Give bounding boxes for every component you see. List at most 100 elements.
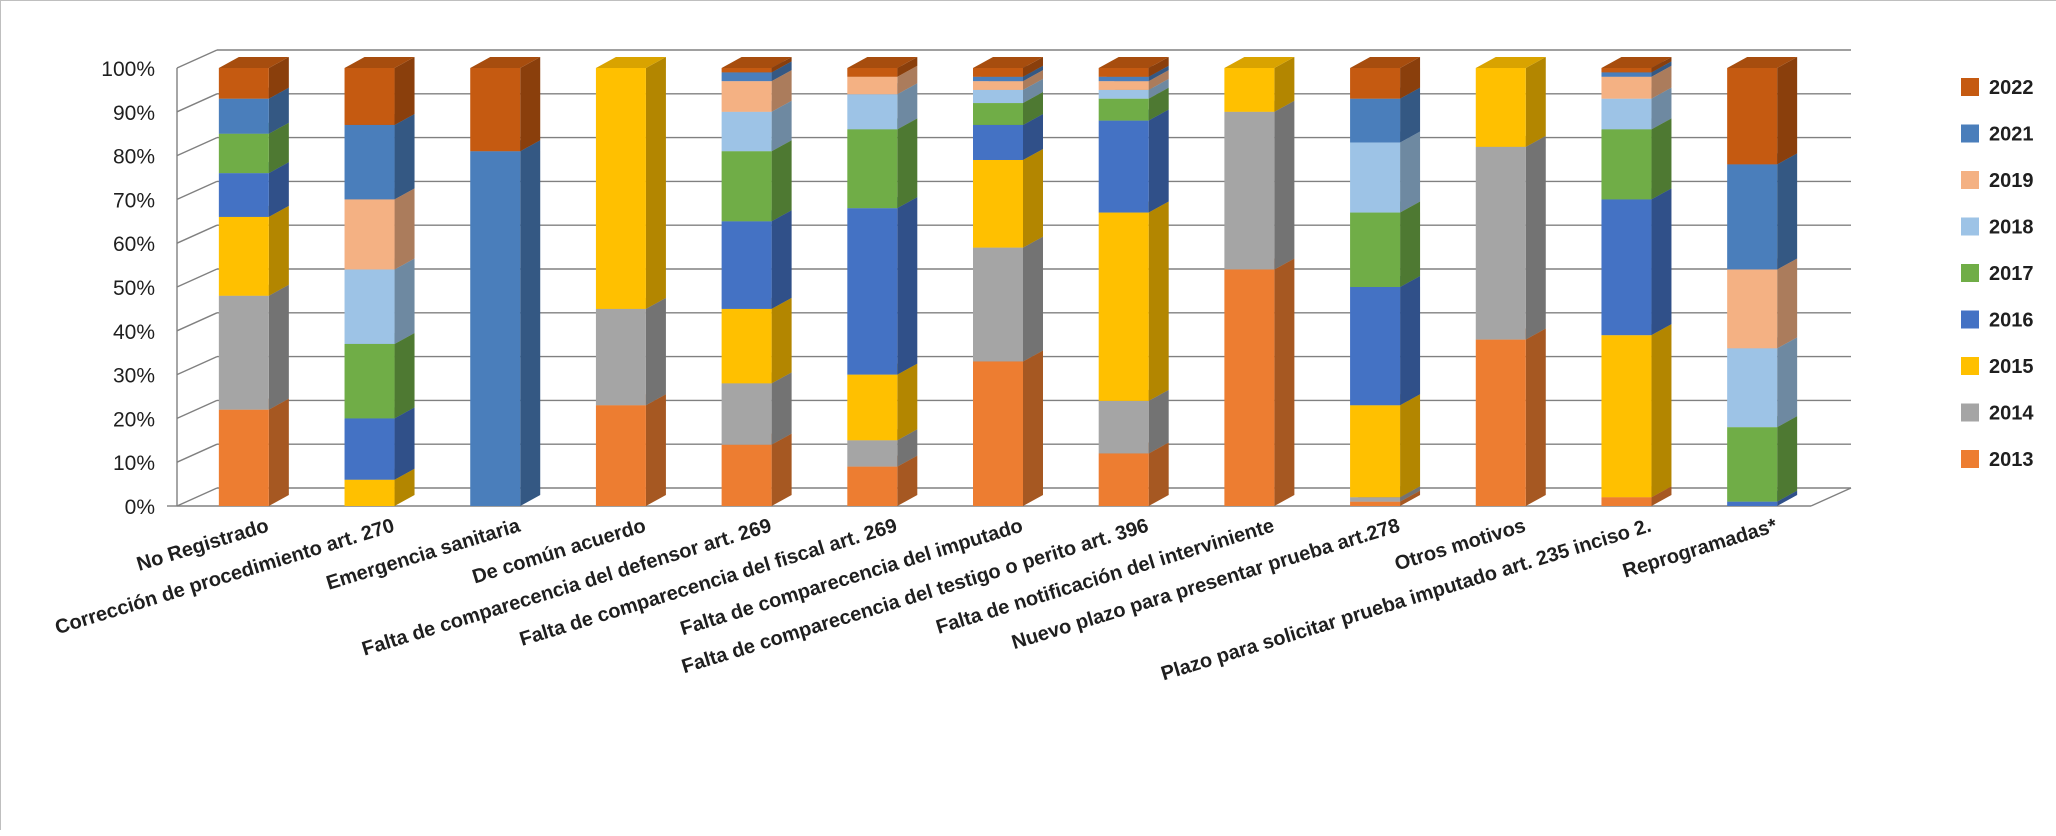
bar-front [1727,427,1778,502]
bar-side [1651,61,1672,77]
bar-front [721,111,772,152]
bar-front [1727,348,1778,428]
bar-side [268,122,289,174]
bar-side [1400,486,1421,502]
bar-front [1098,400,1149,454]
bar-front [1350,405,1401,498]
bar-segment-2022 [847,57,918,77]
bar-side [268,284,289,410]
gridline-side [176,399,218,420]
bar-side [645,394,666,506]
bar-segment-2014 [1475,135,1546,340]
bar-segment-2013 [1224,258,1295,506]
bar-front [973,76,1023,82]
bar-side [771,297,792,384]
gridline-side [176,136,218,157]
bar-side [268,162,289,217]
bar-segment-2016 [721,210,792,309]
bar-side [1651,118,1672,200]
y-tick-label: 70% [113,189,155,212]
bar-side [1651,486,1672,506]
bar-segment-2022 [344,57,415,125]
bar-front [1350,501,1401,506]
bar-top [218,57,289,68]
y-tick-label: 30% [113,365,155,388]
bar-segment-2022 [218,57,289,99]
bar-side [1651,65,1672,99]
bar-side [1148,78,1169,99]
legend-item: 2017 [1961,263,2034,285]
bar-front [344,199,395,270]
bar-segment-2017 [1601,118,1672,200]
bar-side [1274,100,1295,270]
y-tick-label: 40% [113,321,155,344]
bar-front [344,68,395,125]
bar-segment-2015 [218,205,289,296]
bar-side [1023,113,1043,160]
legend-item: 2016 [1961,310,2034,332]
bar-segment-2013 [721,433,792,506]
gridline-side [176,355,218,376]
bar-side [268,205,289,296]
bar-side [1148,57,1169,77]
bar-front [847,129,898,209]
bar-side [394,188,415,270]
bar-side [645,297,666,406]
bar-side [1148,389,1169,454]
bar-side [897,57,918,77]
bar-segment-2019 [1727,258,1798,349]
bar-front [721,151,772,222]
bar-front [1350,68,1401,99]
bar-side [268,87,289,134]
gridline-side [176,49,218,69]
bar-segment-2013 [595,394,666,506]
bar-front [218,216,269,296]
bar-side [1400,131,1421,213]
bar-front [218,173,269,217]
bars [218,57,1798,506]
bar-front [1601,497,1652,506]
y-axis-ticks: 0% 10% 20% 30% 40% 50% 60% 70% 80% 90% 100% [101,58,155,519]
bar-side [1023,78,1043,104]
bar-front [847,76,898,95]
bar-segment-2022 [721,57,792,73]
legend-label: 2018 [1989,217,2034,239]
legend-label: 2015 [1989,356,2034,378]
bar-segment-2015 [1475,57,1546,147]
bar-segment-2015 [1098,201,1169,401]
bar-front [1601,76,1652,99]
bar-side [1148,201,1169,401]
gridline-side [176,487,218,507]
bar-front [721,383,772,445]
bar-side [1651,57,1672,73]
gridline-side [176,180,218,201]
y-tick-label: 20% [113,408,155,431]
bar-side [1148,87,1169,121]
bar-segment-2014 [218,284,289,410]
bar-segment-2016 [847,197,918,375]
bar-front [1350,142,1401,213]
bar-top [470,57,541,68]
bar-front [1224,111,1275,270]
bar-front [973,159,1023,248]
bar-segment-2022 [1350,57,1421,99]
gridline-side [176,268,218,288]
bar-top [1098,57,1169,68]
bar-segment-2015 [1224,57,1295,112]
bar-front [1098,81,1149,90]
bar-side [1400,276,1421,406]
bar-segment-2015 [721,297,792,384]
bar-front [847,208,898,375]
legend-label: 2022 [1989,77,2034,99]
bar-side [1525,135,1546,340]
bar-segment-2015 [973,148,1043,248]
bar-side [1777,258,1798,349]
bar-side [1023,70,1043,90]
bar-front [1350,287,1401,406]
legend-item: 2019 [1961,170,2034,192]
bar-front [1224,68,1275,112]
bar-front [1601,199,1652,336]
y-tick-label: 80% [113,146,155,169]
legend-swatch [1961,403,1979,422]
